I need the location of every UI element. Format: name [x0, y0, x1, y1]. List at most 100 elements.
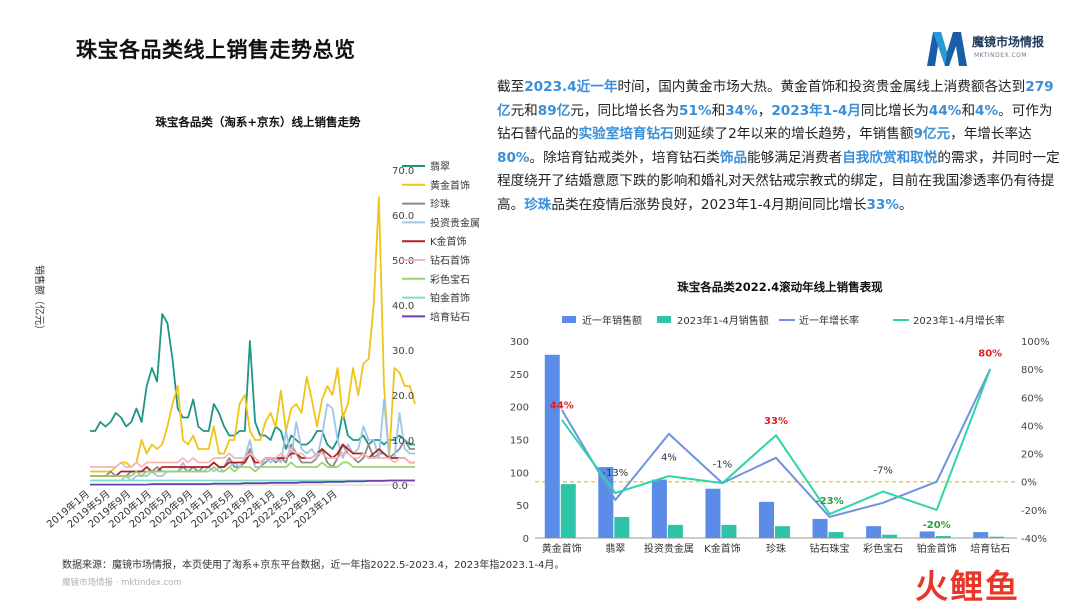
body-text: 和	[961, 102, 976, 119]
bar	[919, 531, 935, 538]
legend-swatch	[657, 316, 671, 323]
bar	[759, 501, 774, 538]
body-text: 元，同比增长各为	[570, 102, 680, 119]
logo-name: 魔镜市场情报	[972, 35, 1045, 49]
y2-tick-label: 20%	[1021, 450, 1043, 461]
data-label: -13%	[602, 468, 628, 479]
brand-logo: 魔镜市场情报 MKTINDEX.COM	[925, 26, 1055, 74]
series-line	[560, 368, 992, 518]
y-tick-label: 30.0	[392, 346, 414, 357]
data-source-note: 数据来源：魔镜市场情报，本页使用了淘系+京东平台数据，近一年指2022.5-20…	[62, 560, 565, 571]
body-text: 时间，国内黄金市场大热。黄金首饰和投资贵金属线上消费额各达到	[617, 79, 1026, 95]
watermark: 魔镜市场情报 · mktindex.com	[62, 578, 182, 588]
bar	[828, 532, 844, 538]
bar	[544, 354, 560, 538]
y-tick-label: 70.0	[392, 166, 414, 177]
line-chart-trend: 珠宝各品类（淘系+京东）线上销售走势 销售额（亿元） 70.0 60.0 50.0 4…	[33, 115, 480, 531]
highlight-text: 实验室培育钻石	[578, 126, 674, 143]
y-tick-label: 50.0	[392, 256, 414, 267]
data-label: 80%	[978, 348, 1002, 359]
bar	[775, 526, 790, 538]
series-line	[90, 443, 415, 477]
bar	[812, 518, 828, 538]
data-label: 4%	[661, 453, 677, 464]
legend-swatch	[562, 316, 576, 323]
highlight-text: 89亿	[537, 102, 571, 119]
data-label: 33%	[764, 416, 788, 427]
bar	[935, 536, 951, 538]
chart-title: 珠宝各品类2022.4滚动年线上销售表现	[677, 280, 883, 294]
body-text: 能够满足消费者	[747, 149, 843, 166]
series-line	[560, 368, 992, 516]
body-text: ，	[757, 102, 772, 119]
legend-label: 培育钻石	[430, 310, 470, 323]
chart-title: 珠宝各品类（淘系+京东）线上销售走势	[155, 115, 361, 129]
highlight-text: 9亿元	[913, 126, 951, 143]
y2-tick-label: 60%	[1021, 393, 1043, 404]
x-tick-label: 翡翠	[605, 542, 625, 555]
body-text: 品类在疫情后涨势良好，2023年1-4月期间同比增长	[551, 196, 867, 213]
data-label: -23%	[816, 496, 844, 507]
page-title: 珠宝各品类线上销售走势总览	[76, 38, 356, 62]
y-tick-label: 0	[523, 534, 529, 545]
y-tick-label: 100	[510, 468, 529, 479]
legend-label: 珍珠	[430, 198, 450, 211]
legend-label: 钻石首饰	[430, 254, 470, 267]
x-tick-label: 培育钻石	[970, 542, 1010, 555]
legend-label: K金首饰	[430, 235, 467, 248]
legend-label: 近一年增长率	[799, 314, 859, 327]
series-line	[90, 313, 415, 450]
y2-tick-label: 40%	[1021, 421, 1043, 432]
y-tick-label: 200	[510, 403, 529, 414]
legend-label: 2023年1-4月销售额	[677, 314, 769, 327]
highlight-text: 2023年1-4月	[771, 102, 861, 119]
bar	[882, 534, 898, 538]
highlight-text: 44%	[928, 102, 962, 119]
legend-label: 2023年1-4月增长率	[913, 314, 1005, 327]
bar-chart-performance: 珠宝各品类2022.4滚动年线上销售表现 近一年销售额 2023年1-4月销售额 近…	[510, 280, 1050, 555]
y2-tick-label: -40%	[1021, 534, 1047, 545]
y-axis-label: 销售额（亿元）	[33, 265, 46, 335]
bar	[721, 524, 737, 538]
highlight-text: 珍珠	[524, 196, 552, 213]
y2-tick-label: -20%	[1021, 506, 1047, 517]
y-tick-label: 300	[510, 337, 529, 348]
summary-paragraph: 截至2023.4近一年时间，国内黄金市场大热。黄金首饰和投资贵金属线上消费额各达…	[497, 76, 1062, 218]
y2-tick-label: 80%	[1021, 365, 1043, 376]
highlight-text: 279亿	[497, 79, 1054, 119]
body-text: 和	[711, 102, 726, 119]
y2-tick-label: 100%	[1021, 337, 1050, 348]
series-line	[90, 461, 415, 477]
highlight-text: 自我欣赏和取悦	[842, 149, 938, 166]
y2-tick-label: 0%	[1021, 478, 1037, 489]
bar	[705, 488, 721, 538]
body-text: 截至	[497, 79, 525, 95]
y-tick-label: 0.0	[392, 481, 408, 492]
y-tick-label: 10.0	[392, 436, 414, 447]
bar	[866, 526, 882, 538]
data-label: -1%	[713, 460, 732, 471]
bar	[651, 479, 667, 538]
bar	[614, 516, 630, 538]
series-line	[90, 479, 415, 486]
bar	[667, 524, 683, 538]
x-tick-label: 彩色宝石	[863, 542, 903, 555]
logo-site: MKTINDEX.COM	[974, 52, 1028, 59]
x-tick-label: 投资贵金属	[644, 542, 694, 555]
body-text: 元和	[510, 102, 538, 119]
data-label: 44%	[550, 401, 574, 412]
body-text: 。	[899, 196, 913, 213]
legend-label: 投资贵金属	[430, 216, 480, 229]
y-tick-label: 150	[510, 436, 529, 447]
data-label: -20%	[923, 520, 951, 531]
body-text: ，年增长率达	[950, 126, 1032, 143]
body-text: 。可作为钻石替代品的	[497, 102, 1053, 143]
highlight-text: 34%	[725, 102, 758, 119]
highlight-text: 80%	[497, 149, 530, 166]
bar	[560, 484, 576, 538]
y-tick-label: 60.0	[392, 211, 414, 222]
series-line	[90, 448, 415, 468]
body-text: 同比增长为	[860, 102, 929, 119]
legend-label: 黄金首饰	[430, 179, 470, 192]
y-tick-label: 20.0	[392, 391, 414, 402]
